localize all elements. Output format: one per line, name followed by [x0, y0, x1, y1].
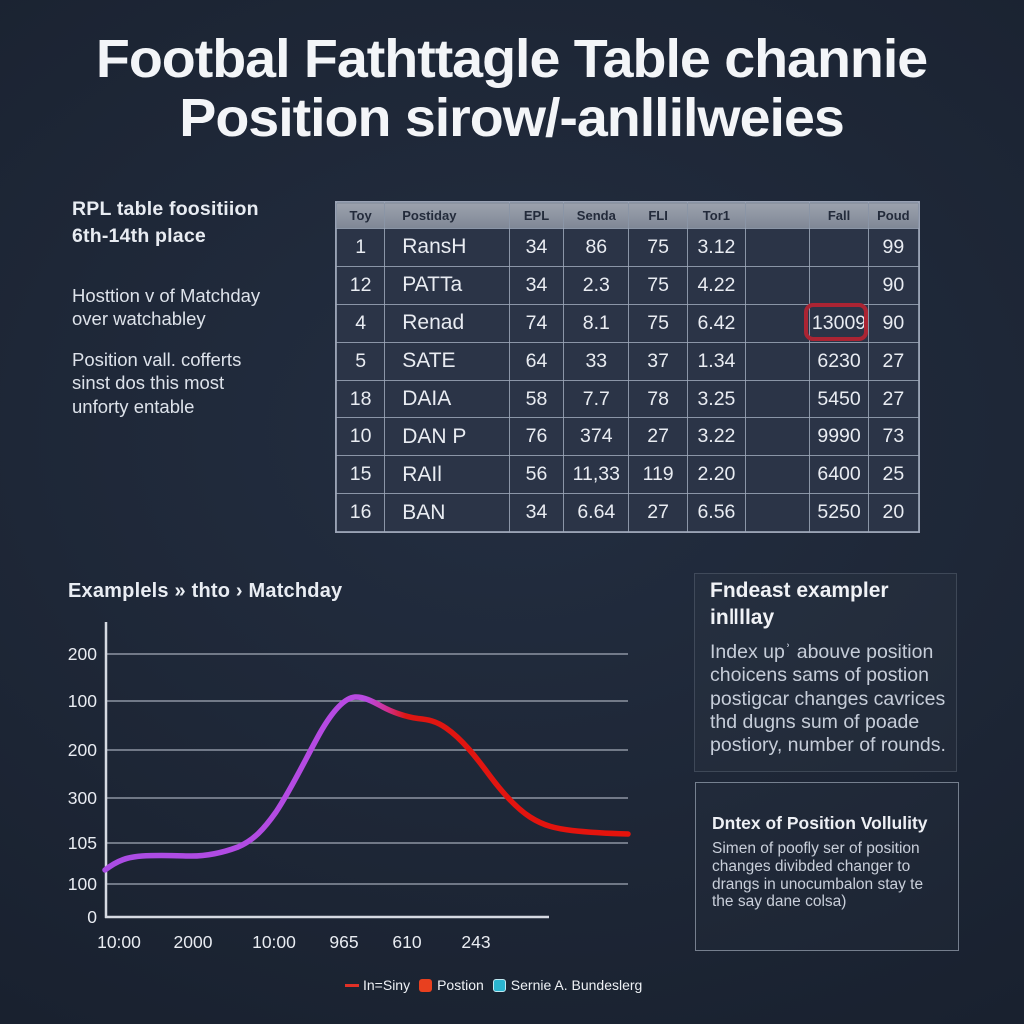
- svg-text:105: 105: [68, 833, 97, 853]
- svg-text:0: 0: [87, 907, 97, 927]
- svg-text:243: 243: [461, 932, 490, 952]
- svg-text:10:00: 10:00: [97, 932, 141, 952]
- svg-text:100: 100: [68, 691, 97, 711]
- svg-text:10:00: 10:00: [252, 932, 296, 952]
- svg-text:2000: 2000: [174, 932, 213, 952]
- svg-text:965: 965: [329, 932, 358, 952]
- svg-text:100: 100: [68, 874, 97, 894]
- svg-text:300: 300: [68, 788, 97, 808]
- svg-text:610: 610: [392, 932, 421, 952]
- svg-text:200: 200: [68, 740, 97, 760]
- svg-text:200: 200: [68, 644, 97, 664]
